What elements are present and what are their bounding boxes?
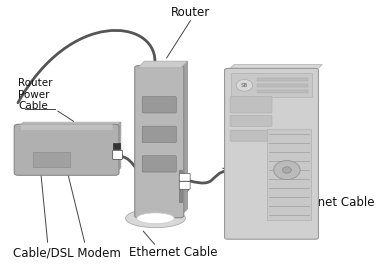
FancyBboxPatch shape: [20, 124, 113, 131]
Bar: [179, 170, 182, 202]
Bar: [267, 129, 311, 220]
FancyBboxPatch shape: [135, 66, 184, 218]
Circle shape: [283, 167, 291, 173]
FancyBboxPatch shape: [230, 130, 272, 141]
Bar: [231, 73, 312, 97]
FancyBboxPatch shape: [113, 150, 122, 160]
Polygon shape: [18, 122, 121, 127]
Bar: [33, 153, 70, 167]
Ellipse shape: [137, 213, 174, 224]
Circle shape: [236, 79, 252, 91]
Polygon shape: [138, 61, 187, 68]
Text: Router
Power
Cable: Router Power Cable: [18, 78, 53, 111]
FancyBboxPatch shape: [230, 115, 272, 126]
Circle shape: [274, 161, 300, 180]
Ellipse shape: [125, 209, 185, 228]
Text: Cable/DSL Modem: Cable/DSL Modem: [13, 246, 121, 259]
FancyBboxPatch shape: [225, 68, 318, 239]
Polygon shape: [227, 65, 322, 70]
FancyBboxPatch shape: [179, 181, 190, 189]
Text: SB: SB: [241, 83, 248, 88]
Bar: [258, 84, 308, 87]
FancyBboxPatch shape: [142, 156, 176, 172]
Bar: [258, 78, 308, 81]
FancyBboxPatch shape: [230, 97, 272, 113]
Polygon shape: [115, 122, 121, 173]
Text: Ethernet Cable: Ethernet Cable: [129, 246, 218, 259]
Bar: [258, 90, 308, 93]
FancyBboxPatch shape: [14, 124, 119, 175]
Polygon shape: [181, 61, 187, 215]
Text: Router: Router: [171, 6, 210, 19]
Text: Ethernet Cable: Ethernet Cable: [285, 196, 374, 209]
FancyBboxPatch shape: [142, 126, 176, 143]
Bar: [113, 143, 120, 149]
FancyBboxPatch shape: [179, 173, 190, 181]
FancyBboxPatch shape: [142, 97, 176, 113]
